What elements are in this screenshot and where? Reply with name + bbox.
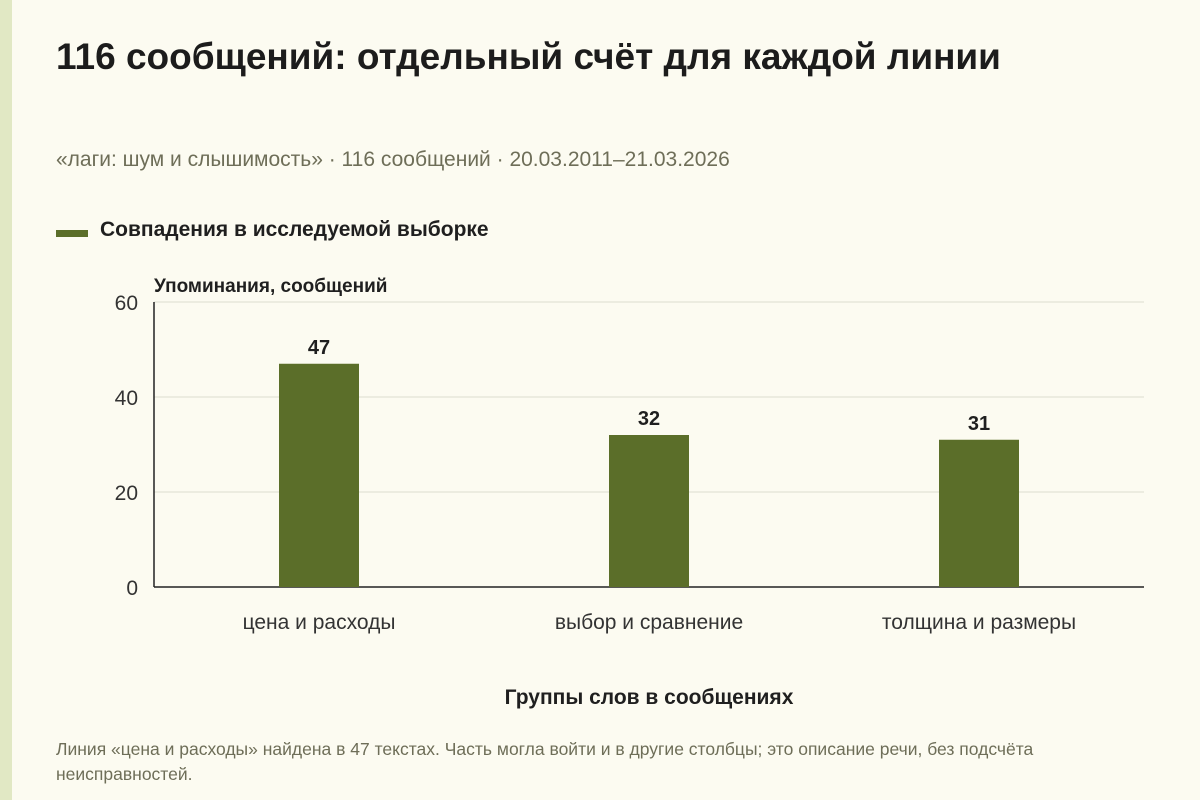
footnote: Линия «цена и расходы» найдена в 47 текс… [56,739,1034,784]
left-accent-strip [0,0,12,800]
bar-value-label: 32 [638,408,660,430]
y-tick-label: 20 [115,482,138,505]
legend: Совпадения в исследуемой выборке [56,218,489,242]
x-tick-label: выбор и сравнение [555,611,743,634]
legend-label: Совпадения в исследуемой выборке [100,218,489,241]
y-axis-label: Упоминания, сообщений [154,276,387,297]
bar-value-label: 31 [968,413,990,435]
x-tick-label: цена и расходы [243,611,396,634]
bar-value-label: 47 [308,337,330,359]
chart-title: 116 сообщений: отдельный счёт для каждой… [56,36,1001,77]
bar [939,439,1019,587]
bar [609,435,689,587]
legend-swatch [56,229,88,237]
x-axis-label: Группы слов в сообщениях [504,686,794,709]
bar [279,363,359,587]
y-tick-label: 0 [126,577,138,600]
y-tick-label: 40 [115,387,138,410]
x-tick-label: толщина и размеры [882,611,1076,634]
y-tick-label: 60 [115,292,138,315]
chart-subtitle: «лаги: шум и слышимость» · 116 сообщений… [56,148,730,171]
bar-chart: 0 20 40 60 Упоминания, сообщений 47 цена и рас… [115,276,1144,634]
